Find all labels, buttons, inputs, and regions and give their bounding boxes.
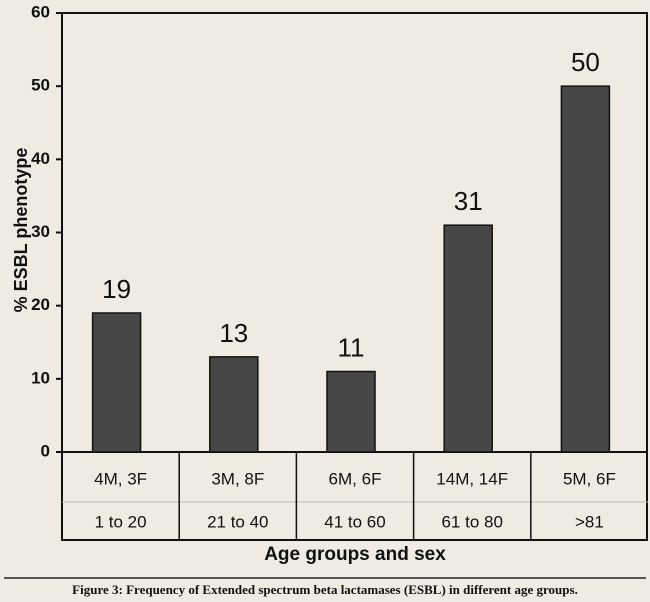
data-label: 13 [219,318,248,348]
y-tick-label: 40 [31,149,50,168]
data-label: 11 [338,332,365,362]
y-tick-label: 50 [31,76,50,95]
bar [326,370,376,453]
sex-label: 5M, 6F [563,469,616,488]
x-axis-title: Age groups and sex [264,544,446,565]
y-axis-title: % ESBL phenotype [11,148,31,313]
y-tick-label: 10 [31,368,50,387]
caption: Figure 3: Frequency of Extended spectrum… [72,582,578,597]
plot-frame [61,12,648,541]
y-tick-label: 30 [31,222,50,241]
data-label: 50 [571,47,600,77]
sex-label: 14M, 14F [436,469,508,488]
x-tick-label: 21 to 40 [207,512,268,531]
sex-label: 6M, 6F [329,469,382,488]
x-tick-label: 41 to 60 [324,512,385,531]
sex-label: 4M, 3F [94,469,147,488]
x-tick-label: 61 to 80 [441,512,502,531]
bar [443,224,493,453]
y-tick-label: 20 [31,295,50,314]
bar [560,85,611,453]
x-tick-label: >81 [575,512,604,531]
y-tick-label: 0 [41,441,50,460]
y-tick-label: 60 [31,2,50,21]
sex-label: 3M, 8F [211,469,264,488]
x-tick-label: 1 to 20 [95,512,147,531]
data-label: 31 [454,186,483,216]
bar [209,356,259,453]
bar [91,312,142,453]
data-label: 19 [102,274,131,304]
